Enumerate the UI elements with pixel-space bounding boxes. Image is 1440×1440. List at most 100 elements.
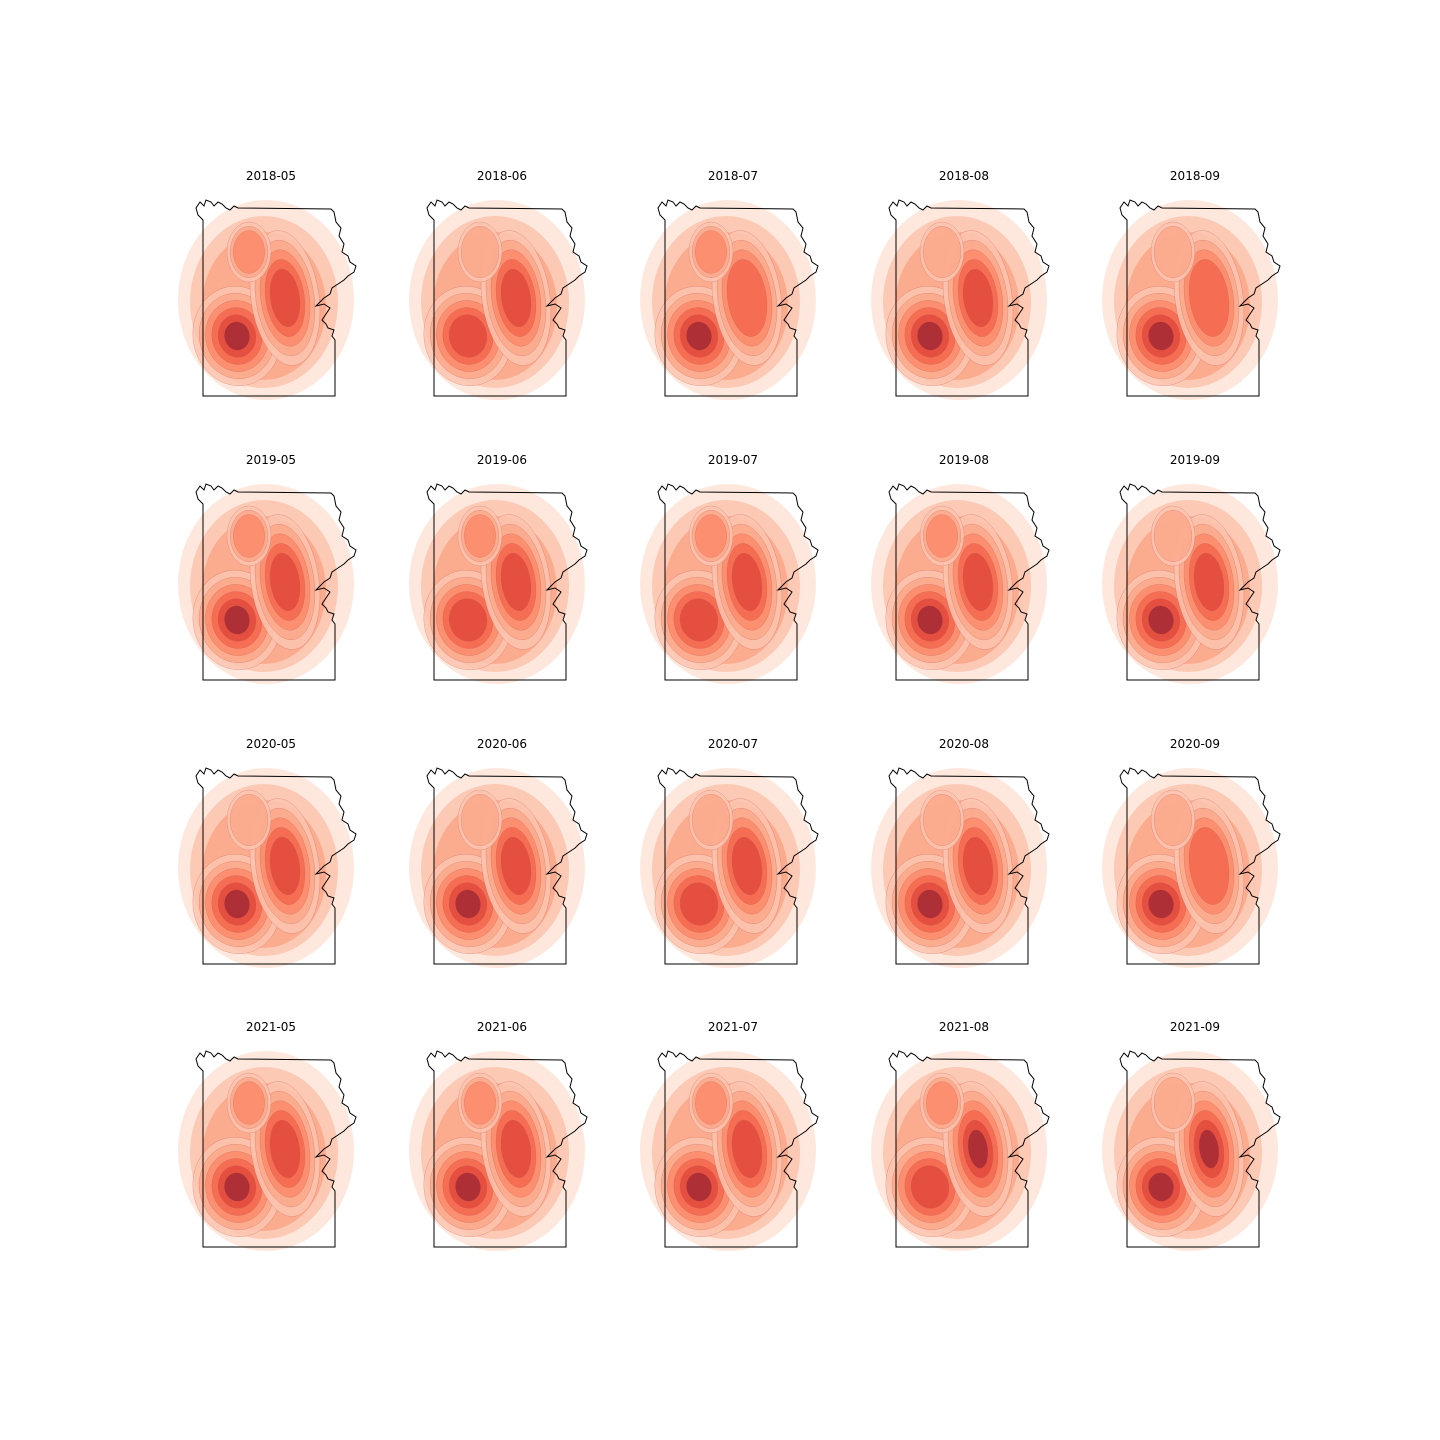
density-contour-north — [233, 514, 265, 558]
state-boundary — [657, 767, 819, 965]
density-contour-east — [726, 259, 768, 337]
density-contour-east — [1188, 259, 1230, 337]
map-panel: 2018-09 — [1102, 0, 1341, 400]
state-boundary — [888, 767, 1050, 965]
density-contour-north — [695, 230, 727, 274]
map-area — [1102, 483, 1281, 684]
map-area — [871, 199, 1050, 400]
map-area — [1102, 1050, 1281, 1251]
map-area — [178, 483, 357, 684]
panel-title: 2021-08 — [938, 1020, 990, 1034]
density-contour-east — [269, 268, 301, 328]
density-contour-north — [926, 1081, 958, 1125]
density-map — [409, 767, 588, 968]
density-contour-north — [922, 794, 962, 846]
state-boundary — [195, 767, 357, 965]
panel-title: 2021-07 — [707, 1020, 759, 1034]
panel-title: 2018-09 — [1169, 169, 1221, 183]
density-contour-southwest — [1148, 1172, 1174, 1202]
state-boundary — [1119, 767, 1281, 965]
density-contour-southwest — [224, 321, 250, 351]
density-contour-north — [229, 794, 269, 846]
density-contour-east — [1193, 552, 1225, 612]
state-boundary — [1119, 199, 1281, 397]
density-contour-east — [731, 552, 763, 612]
state-boundary — [888, 483, 1050, 681]
map-area — [178, 199, 357, 400]
density-contour-southwest — [224, 889, 250, 919]
density-contour-east — [731, 836, 763, 896]
density-map — [640, 767, 819, 968]
density-map — [178, 483, 357, 684]
state-boundary — [888, 1050, 1050, 1248]
map-panel: 2021-08 — [871, 851, 1110, 1251]
density-contour-north — [1153, 794, 1193, 846]
density-contour-north — [464, 514, 496, 558]
density-contour-north — [1153, 226, 1193, 278]
density-map — [1102, 1050, 1281, 1251]
density-map — [871, 199, 1050, 400]
density-contour-southwest — [224, 1172, 250, 1202]
density-contour-southwest — [1148, 605, 1174, 635]
map-panel: 2018-05 — [178, 0, 417, 400]
panel-title: 2019-07 — [707, 453, 759, 467]
density-contour-east — [500, 836, 532, 896]
panel-title: 2020-09 — [1169, 737, 1221, 751]
density-contour-east — [500, 1119, 532, 1179]
map-area — [409, 767, 588, 968]
density-map — [640, 1050, 819, 1251]
density-contour-southwest — [448, 598, 488, 642]
density-contour-east — [1188, 827, 1230, 905]
panel-title: 2020-07 — [707, 737, 759, 751]
map-panel: 2019-06 — [409, 284, 648, 684]
density-contour-east — [731, 1119, 763, 1179]
density-contour-north — [233, 230, 265, 274]
map-area — [871, 483, 1050, 684]
panel-title: 2020-08 — [938, 737, 990, 751]
density-contour-north — [460, 226, 500, 278]
density-contour-east — [962, 552, 994, 612]
density-contour-east — [967, 1129, 989, 1169]
map-panel: 2019-05 — [178, 284, 417, 684]
map-area — [178, 1050, 357, 1251]
density-map — [178, 1050, 357, 1251]
state-boundary — [195, 1050, 357, 1248]
panel-title: 2021-05 — [245, 1020, 297, 1034]
density-contour-north — [691, 794, 731, 846]
state-boundary — [657, 483, 819, 681]
density-map — [409, 199, 588, 400]
map-panel: 2018-08 — [871, 0, 1110, 400]
panel-title: 2018-05 — [245, 169, 297, 183]
map-area — [640, 1050, 819, 1251]
map-panel: 2018-07 — [640, 0, 879, 400]
density-contour-east — [269, 1119, 301, 1179]
density-contour-east — [269, 552, 301, 612]
state-boundary — [657, 1050, 819, 1248]
state-boundary — [195, 483, 357, 681]
state-boundary — [426, 199, 588, 397]
map-panel: 2019-08 — [871, 284, 1110, 684]
density-contour-north — [464, 1081, 496, 1125]
map-area — [409, 483, 588, 684]
density-contour-southwest — [1148, 321, 1174, 351]
density-map — [1102, 199, 1281, 400]
map-area — [178, 767, 357, 968]
density-contour-southwest — [448, 314, 488, 358]
density-contour-southwest — [455, 1172, 481, 1202]
map-panel: 2018-06 — [409, 0, 648, 400]
panel-title: 2019-09 — [1169, 453, 1221, 467]
state-boundary — [426, 1050, 588, 1248]
density-contour-east — [500, 268, 532, 328]
panel-title: 2018-08 — [938, 169, 990, 183]
density-contour-southwest — [686, 1172, 712, 1202]
density-map — [409, 1050, 588, 1251]
density-contour-east — [500, 552, 532, 612]
density-map — [1102, 483, 1281, 684]
density-contour-north — [233, 1081, 265, 1125]
density-contour-north — [926, 514, 958, 558]
density-contour-southwest — [455, 889, 481, 919]
density-contour-southwest — [679, 598, 719, 642]
map-area — [409, 199, 588, 400]
density-contour-east — [962, 268, 994, 328]
